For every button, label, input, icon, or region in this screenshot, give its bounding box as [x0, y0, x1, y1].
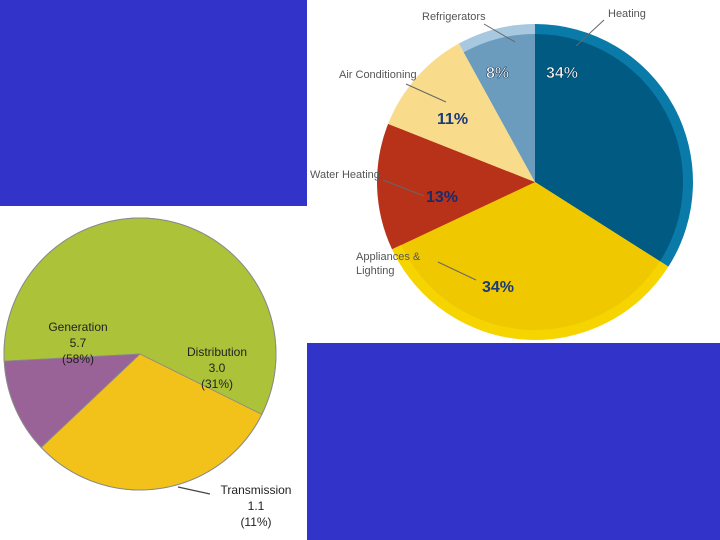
pie-slice-water-heating: [386, 127, 535, 246]
value-label-heating: 34%: [546, 65, 578, 82]
category-label-air-conditioning: Air Conditioning: [339, 69, 417, 81]
value-label-appliances: 34%: [482, 279, 514, 296]
blue-background-top-left: [0, 0, 307, 206]
percent-label-generation: (58%): [62, 352, 94, 366]
value-label-air-conditioning: 11%: [437, 111, 468, 128]
value-label-refrigerators: 8%: [486, 65, 509, 82]
category-label-water-heating: Water Heating: [310, 169, 380, 181]
value-label-transmission: 1.1: [248, 499, 265, 513]
pie-outline: [3, 217, 277, 491]
value-label-generation: 5.7: [70, 336, 87, 350]
pie-slice-appliances-and-lighting: [401, 182, 660, 330]
electricity-loss-pie-labels: Generation 5.7 (58%) Distribution 3.0 (3…: [48, 320, 291, 529]
category-label-appliances-lighting-line2: Lighting: [356, 265, 395, 277]
leader-line-appliances: [437, 261, 477, 281]
category-label-heating: Heating: [608, 8, 646, 20]
home-energy-pie-labels: Refrigerators Heating Air Conditioning W…: [310, 8, 646, 296]
percent-label-distribution: (31%): [201, 377, 233, 391]
leader-line-water-heating: [382, 179, 425, 197]
pie-slice-air-conditioning: [397, 52, 535, 183]
category-label-generation: Generation: [48, 320, 107, 334]
leader-line-air-conditioning: [405, 83, 447, 103]
value-label-distribution: 3.0: [209, 361, 226, 375]
home-energy-pie-chart: [377, 24, 693, 340]
blue-background-bottom-right: [307, 343, 720, 540]
value-label-water-heating: 13%: [426, 189, 458, 206]
category-label-appliances-lighting-line1: Appliances &: [356, 251, 421, 263]
pie-slice-refrigerators: [463, 34, 535, 182]
category-label-refrigerators: Refrigerators: [422, 11, 486, 23]
leader-line-refrigerators: [483, 23, 516, 43]
leader-line-transmission: [177, 486, 211, 495]
category-label-distribution: Distribution: [187, 345, 247, 359]
percent-label-transmission: (11%): [240, 515, 271, 529]
pie-slice-heating: [535, 34, 683, 262]
category-label-transmission: Transmission: [221, 483, 292, 497]
electricity-loss-pie-chart: [3, 217, 277, 491]
leader-line-heating: [575, 19, 605, 47]
